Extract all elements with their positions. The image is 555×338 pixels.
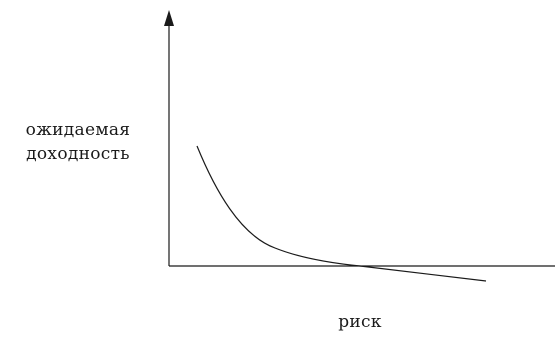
risk-return-curve <box>196 145 487 282</box>
x-axis-label: риск <box>338 312 382 332</box>
y-axis-arrowhead <box>164 10 174 26</box>
y-axis-label-line2: доходность <box>26 144 130 164</box>
y-axis-label-line1: ожидаемая <box>25 120 131 140</box>
y-axis-label: ожидаемая доходность <box>8 118 148 166</box>
